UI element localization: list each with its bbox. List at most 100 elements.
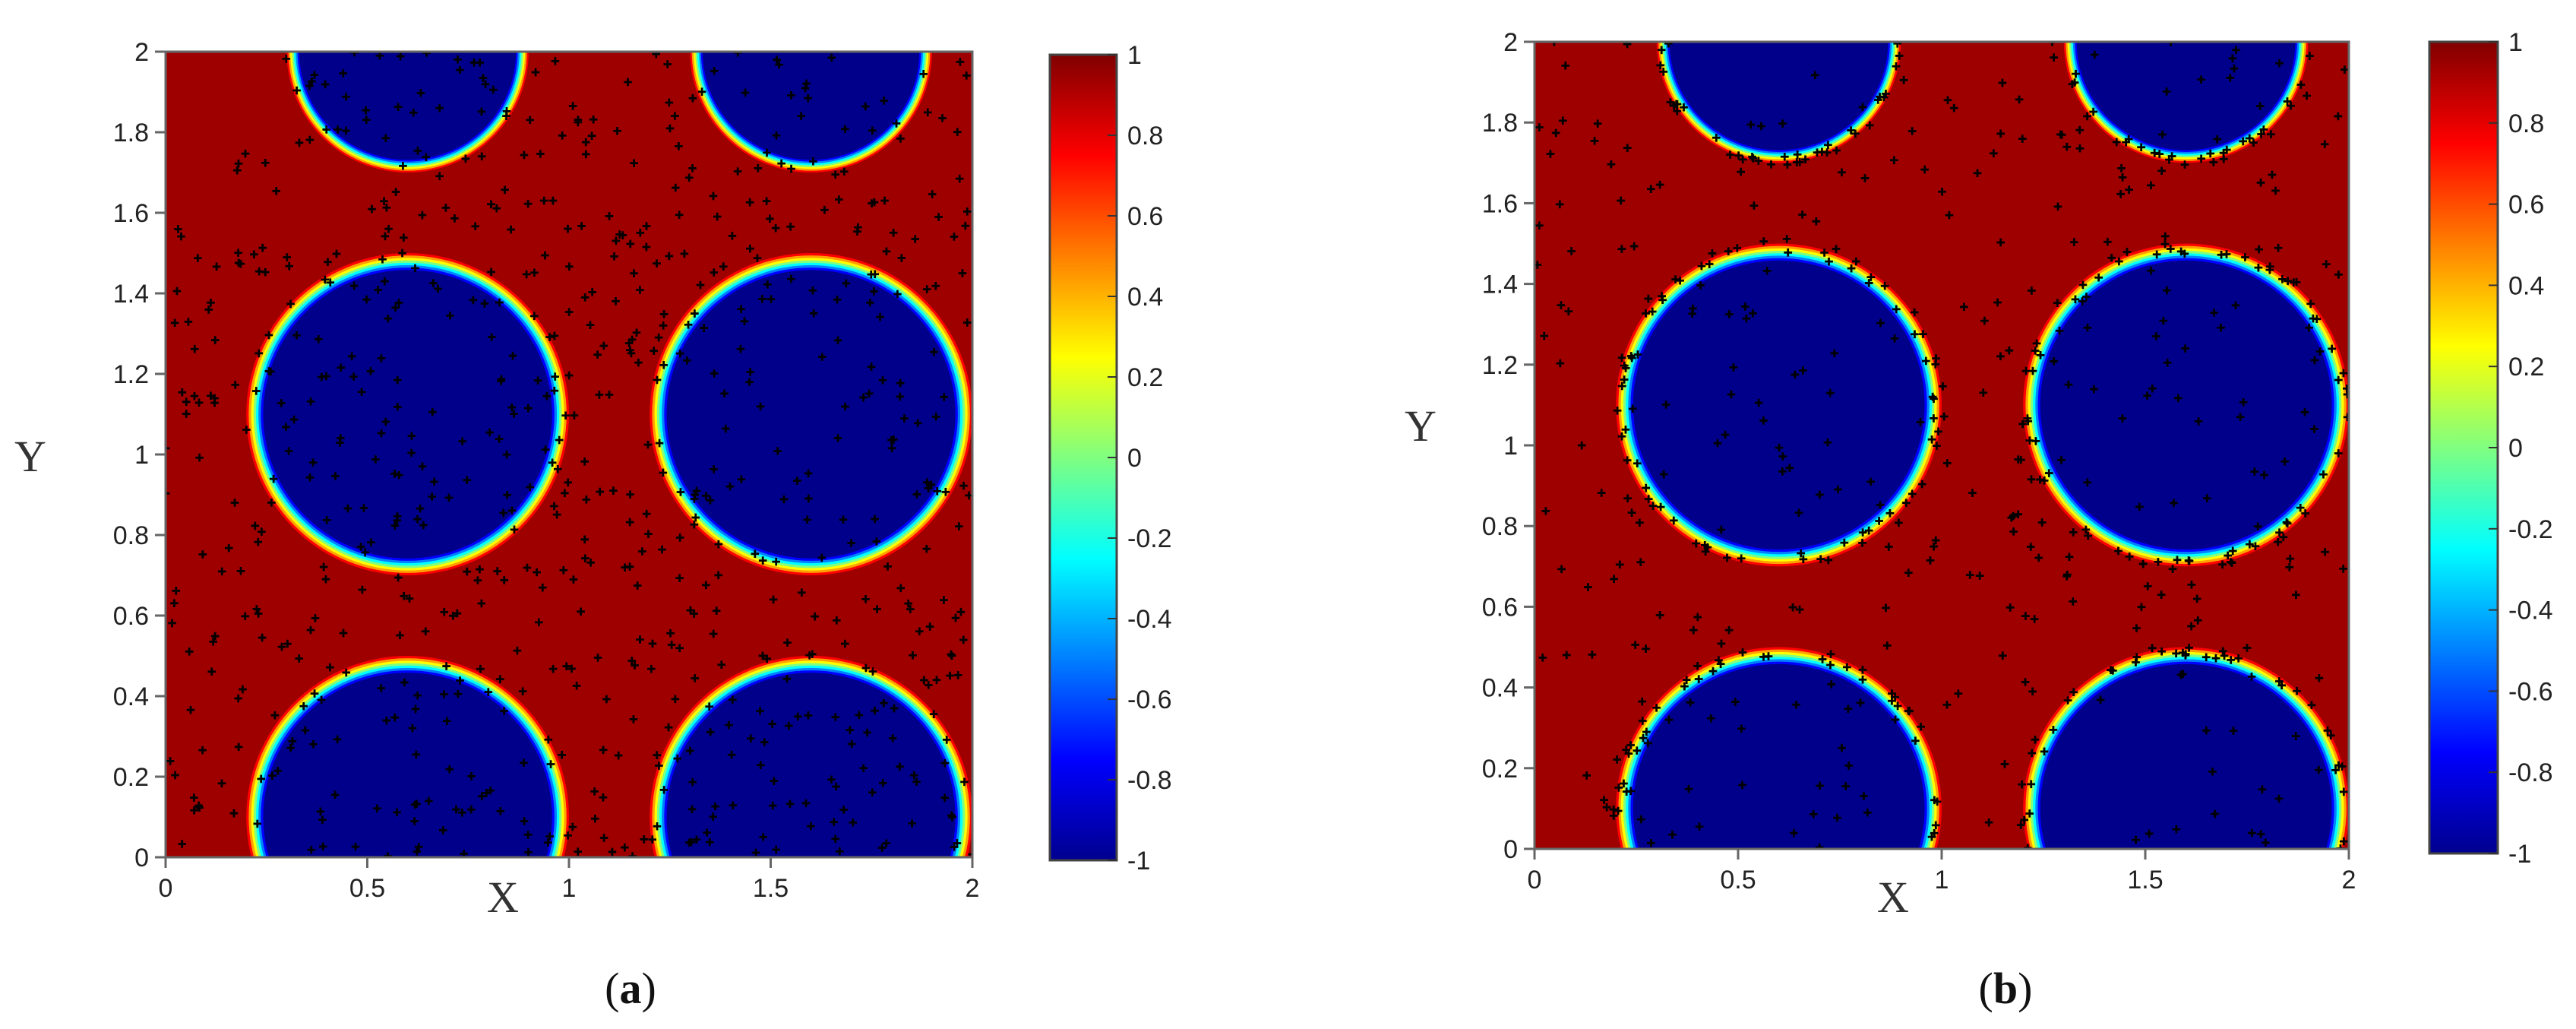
scatter-point [861, 663, 871, 673]
scatter-point [1737, 167, 1745, 176]
scatter-point [1826, 660, 1835, 670]
scatter-point [2040, 747, 2049, 756]
scatter-point [529, 312, 539, 321]
scatter-point [1759, 416, 1768, 425]
scatter-point [362, 106, 370, 115]
scatter-point [174, 225, 182, 233]
scatter-point [330, 790, 340, 799]
scatter-point [864, 389, 874, 398]
scatter-point [359, 504, 368, 512]
scatter-point [1824, 556, 1833, 565]
scatter-point [577, 222, 586, 230]
scatter-point [1557, 565, 1566, 574]
scatter-point [210, 394, 219, 403]
scatter-point [762, 197, 771, 205]
scatter-point [2209, 158, 2218, 166]
colorbar-tick-label: -0.4 [1127, 605, 1172, 634]
scatter-point [766, 214, 774, 223]
scatter-point [1626, 787, 1636, 796]
scatter-point [1623, 494, 1632, 503]
scatter-point [1749, 154, 1758, 163]
colorbar-b [2428, 40, 2499, 855]
scatter-point [1629, 242, 1639, 251]
scatter-point [574, 116, 583, 124]
scatter-point [871, 706, 879, 715]
scatter-point [1680, 682, 1689, 691]
scatter-point [2179, 670, 2187, 679]
scatter-point [1876, 318, 1885, 328]
scatter-point [564, 224, 572, 233]
scatter-point [593, 654, 602, 662]
scatter-point [564, 478, 573, 487]
scatter-point [659, 321, 668, 330]
scatter-point [841, 639, 849, 648]
scatter-point [371, 455, 380, 464]
scatter-point [924, 681, 933, 689]
scatter-point [326, 278, 335, 287]
scatter-point [652, 52, 661, 59]
scatter-point [2245, 540, 2254, 549]
y-tick-label: 0.8 [113, 521, 149, 550]
scatter-point [1738, 648, 1747, 657]
scatter-point [1841, 782, 1851, 790]
scatter-point [1793, 150, 1802, 159]
scatter-point [343, 504, 352, 513]
scatter-point [784, 721, 793, 730]
scatter-point [194, 398, 204, 407]
scatter-point [1757, 122, 1765, 131]
scatter-point [190, 344, 199, 353]
scatter-point [804, 494, 813, 503]
scatter-point [1562, 651, 1571, 660]
scatter-point [706, 728, 715, 736]
scatter-point [2050, 53, 2058, 62]
scatter-point [374, 286, 382, 294]
scatter-point [853, 227, 861, 236]
scatter-point [1858, 666, 1867, 674]
scatter-point [1842, 663, 1851, 672]
scatter-point [168, 619, 176, 628]
scatter-point [613, 126, 621, 135]
scatter-point [900, 414, 909, 423]
scatter-point [190, 391, 199, 401]
scatter-point [2031, 735, 2040, 744]
scatter-point [1875, 517, 1883, 525]
scatter-point [941, 488, 950, 496]
scatter-point [305, 135, 314, 144]
scatter-point [229, 809, 239, 818]
scatter-point [923, 478, 931, 487]
droplet-a-4 [246, 656, 569, 857]
scatter-point [398, 249, 406, 258]
scatter-point [500, 576, 509, 584]
scatter-point [840, 167, 849, 176]
scatter-point [2274, 537, 2283, 546]
scatter-point [1538, 654, 1547, 662]
scatter-point [2274, 794, 2284, 803]
y-tick-label: 1.2 [113, 360, 149, 389]
scatter-point [1980, 316, 1989, 325]
scatter-point [959, 481, 968, 490]
scatter-point [1931, 821, 1940, 830]
scatter-point [2083, 323, 2092, 332]
scatter-point [441, 204, 450, 212]
scatter-point [728, 232, 737, 240]
scatter-point [2283, 519, 2292, 528]
scatter-point [839, 515, 848, 524]
scatter-point [845, 726, 855, 734]
scatter-point [493, 567, 502, 575]
scatter-point [2150, 148, 2159, 157]
scatter-point [2239, 397, 2248, 407]
scatter-point [456, 676, 464, 685]
scatter-point [331, 472, 340, 480]
scatter-point [2201, 653, 2211, 662]
scatter-point [572, 682, 581, 690]
scatter-point [170, 599, 179, 608]
scatter-point [1904, 707, 1913, 715]
scatter-point [1973, 169, 1982, 178]
scatter-point [686, 606, 695, 615]
scatter-point [880, 97, 888, 105]
scatter-point [2339, 369, 2348, 378]
scatter-point [659, 786, 668, 794]
scatter-point [664, 723, 673, 732]
scatter-point [2334, 449, 2343, 458]
scatter-point [1642, 727, 1651, 736]
